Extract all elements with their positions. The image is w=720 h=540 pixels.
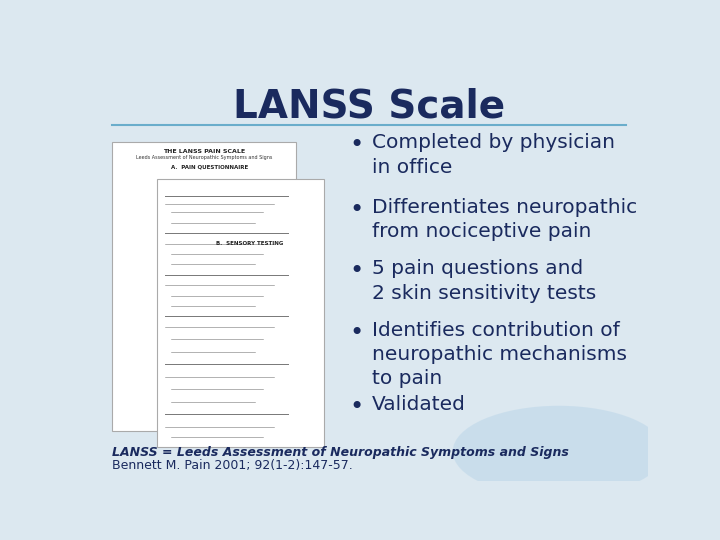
FancyBboxPatch shape [112, 141, 297, 431]
Text: 5 pain questions and
2 skin sensitivity tests: 5 pain questions and 2 skin sensitivity … [372, 259, 596, 302]
Text: Bennett M. Pain 2001; 92(1-2):147-57.: Bennett M. Pain 2001; 92(1-2):147-57. [112, 460, 353, 472]
Text: •: • [349, 321, 364, 345]
FancyBboxPatch shape [157, 179, 324, 447]
Text: •: • [349, 198, 364, 222]
Text: •: • [349, 259, 364, 284]
Text: Validated: Validated [372, 395, 466, 414]
Text: LANSS Scale: LANSS Scale [233, 87, 505, 126]
Text: Differentiates neuropathic
from nociceptive pain: Differentiates neuropathic from nocicept… [372, 198, 637, 241]
Text: •: • [349, 133, 364, 157]
Text: Leeds Assessment of Neuropathic Symptoms and Signs: Leeds Assessment of Neuropathic Symptoms… [136, 154, 273, 160]
Text: A.  PAIN QUESTIONNAIRE: A. PAIN QUESTIONNAIRE [171, 164, 248, 169]
Text: Identifies contribution of
neuropathic mechanisms
to pain: Identifies contribution of neuropathic m… [372, 321, 627, 388]
Ellipse shape [453, 406, 665, 497]
Text: B.  SENSORY TESTING: B. SENSORY TESTING [215, 241, 283, 246]
Text: •: • [349, 395, 364, 419]
Text: LANSS = Leeds Assessment of Neuropathic Symptoms and Signs: LANSS = Leeds Assessment of Neuropathic … [112, 446, 570, 459]
Text: Completed by physician
in office: Completed by physician in office [372, 133, 615, 177]
Text: THE LANSS PAIN SCALE: THE LANSS PAIN SCALE [163, 149, 246, 154]
